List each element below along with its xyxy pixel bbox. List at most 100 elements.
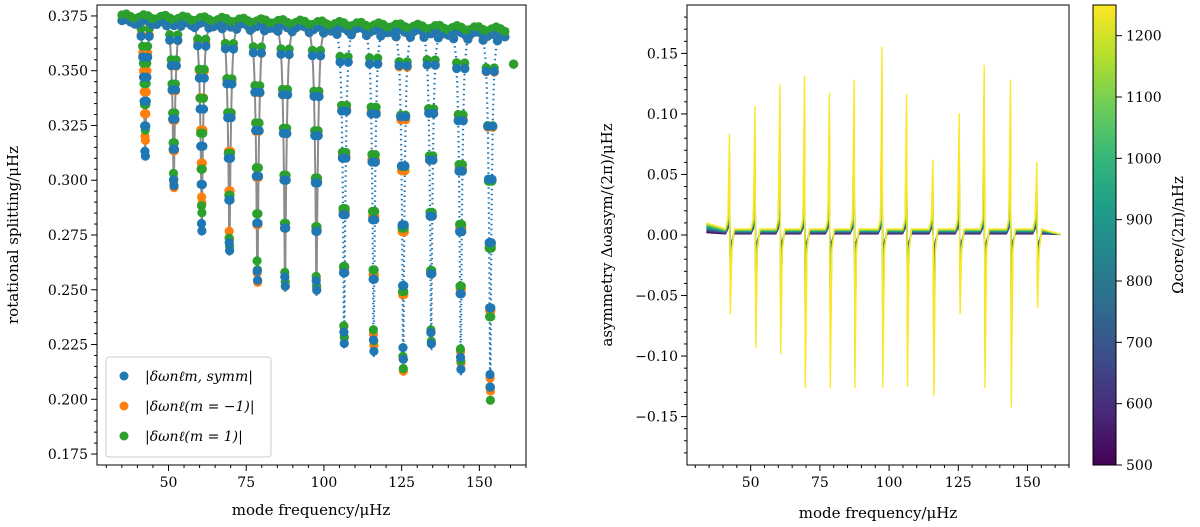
- scatter-point-m=1: [143, 41, 153, 51]
- scatter-point-symm: [141, 96, 151, 106]
- right-panel: 50 75 100 125 150 −0.15 −0.10 −0.05 0.00 0.05 0.1…: [598, 4, 1070, 522]
- dip-curve: [307, 28, 328, 296]
- dip-curve: [451, 33, 472, 377]
- colorbar-ticks: 500 600 700 800 900 1000 1100 1200: [1116, 29, 1162, 474]
- scatter-point-symm: [276, 49, 286, 59]
- scatter-point-m=-1: [140, 135, 150, 145]
- scatter-point-symm: [283, 90, 293, 100]
- scatter-point-symm: [370, 215, 380, 225]
- legend-item-m-1: |δωnℓ(m = 1)|: [119, 429, 243, 445]
- legend-item-symm: |δωnℓm, symm|: [119, 369, 253, 385]
- legend-marker-m-minus-1: [119, 401, 129, 411]
- scatter-point-symm: [196, 218, 207, 229]
- scatter-point-m=-1: [224, 226, 234, 236]
- scatter-point-symm: [452, 63, 462, 74]
- colorbar-tick-label: 1100: [1126, 90, 1162, 106]
- left-y-tick-label: 0.200: [48, 392, 88, 408]
- right-y-tick-label: 0.10: [647, 107, 678, 123]
- scatter-point-m=1: [255, 81, 265, 91]
- scatter-point-m=1: [339, 321, 349, 331]
- scatter-point-m=1: [252, 256, 262, 266]
- scatter-point-symm: [370, 157, 380, 167]
- legend-marker-m-1: [119, 431, 129, 441]
- scatter-point-symm: [339, 338, 349, 348]
- left-x-tick-label: 125: [388, 475, 415, 491]
- scatter-point-symm: [312, 285, 322, 295]
- scatter-point-symm: [456, 289, 466, 299]
- dip-curve: [481, 34, 502, 395]
- scatter-point-symm: [340, 210, 350, 220]
- right-y-axis-label: asymmetry Δωasym/(2π)/μHz: [598, 123, 616, 346]
- right-y-tick-label: −0.05: [635, 289, 678, 305]
- legend-label-m-1: |δωnℓ(m = 1)|: [145, 429, 243, 445]
- scatter-point-symm: [169, 181, 179, 191]
- scatter-point-m=1: [253, 209, 263, 219]
- scatter-point-symm: [142, 72, 152, 82]
- scatter-point-symm: [457, 227, 467, 237]
- scatter-point-symm: [428, 155, 438, 165]
- scatter-point-m=1: [486, 312, 496, 322]
- colorbar-tick-label: 600: [1126, 397, 1153, 413]
- dip-curve: [248, 26, 269, 286]
- scatter-point-symm: [171, 61, 181, 71]
- right-x-tick-label: 125: [945, 475, 972, 491]
- scatter-point-symm: [170, 85, 181, 95]
- scatter-point-symm: [460, 64, 470, 74]
- scatter-point-symm: [253, 275, 263, 285]
- colorbar: 500 600 700 800 900 1000 1100 1200 Ωcore/(2π)/n…: [1092, 4, 1187, 474]
- scatter-point-symm: [312, 226, 322, 236]
- scatter-point-symm: [429, 108, 439, 119]
- colorbar-label: Ωcore/(2π)/nHz: [1169, 176, 1187, 294]
- scatter-point-symm: [141, 121, 151, 131]
- scatter-point-m=1: [370, 206, 380, 216]
- dip-curve: [364, 30, 385, 359]
- left-x-axis-label: mode frequency/μHz: [232, 501, 391, 519]
- legend-marker-symm: [119, 371, 129, 381]
- scatter-point-symm: [488, 121, 498, 131]
- scatter-point-symm: [311, 276, 321, 286]
- scatter-point-symm: [489, 66, 499, 77]
- scatter-point-symm: [455, 352, 466, 362]
- left-x-ticks: 50 75 100 125 150: [105, 465, 527, 491]
- left-panel: 50 75 100 125 150 0.1750.2000.2250.2500.2750…: [4, 4, 527, 519]
- scatter-point-symm: [426, 328, 436, 338]
- right-plot-area: [706, 46, 1061, 408]
- scatter-point-symm: [369, 274, 379, 284]
- scatter-point-symm: [401, 112, 411, 122]
- colorbar-tick-label: 900: [1126, 213, 1153, 229]
- scatter-point-symm: [225, 246, 235, 256]
- scatter-point-symm: [485, 369, 495, 380]
- scatter-point-m=-1: [141, 109, 151, 119]
- scatter-point-m=1: [457, 219, 467, 230]
- scatter-point-symm: [481, 66, 491, 76]
- scatter-point-symm: [369, 346, 379, 356]
- scatter-point-symm: [280, 281, 290, 291]
- scatter-point-m=1: [370, 150, 380, 160]
- plateau-point-m=1: [500, 26, 510, 36]
- scatter-point-symm: [253, 218, 263, 228]
- right-x-tick-label: 75: [811, 475, 829, 491]
- scatter-point-symm: [340, 268, 350, 278]
- dip-curve: [276, 27, 296, 292]
- scatter-point-symm: [228, 44, 239, 54]
- scatter-point-symm: [281, 223, 291, 233]
- left-y-tick-label: 0.225: [48, 338, 88, 354]
- scatter-point-m=1: [485, 395, 495, 405]
- scatter-point-symm: [427, 211, 437, 221]
- right-x-tick-label: 100: [876, 475, 903, 491]
- scatter-point-symm: [458, 116, 468, 126]
- scatter-point-symm: [398, 343, 408, 353]
- scatter-point-m=1: [398, 363, 408, 374]
- scatter-point-symm: [197, 179, 207, 190]
- scatter-point-symm: [335, 57, 345, 67]
- scatter-point-symm: [198, 141, 208, 151]
- scatter-point-symm: [144, 31, 154, 41]
- colorbar-tick-label: 700: [1126, 335, 1153, 351]
- right-y-tick-label: −0.15: [635, 410, 678, 426]
- scatter-point-symm: [486, 303, 496, 313]
- scatter-point-symm: [225, 195, 235, 205]
- scatter-point-m=-1: [141, 87, 151, 97]
- scatter-point-symm: [280, 272, 290, 282]
- colorbar-tick-label: 500: [1126, 458, 1153, 474]
